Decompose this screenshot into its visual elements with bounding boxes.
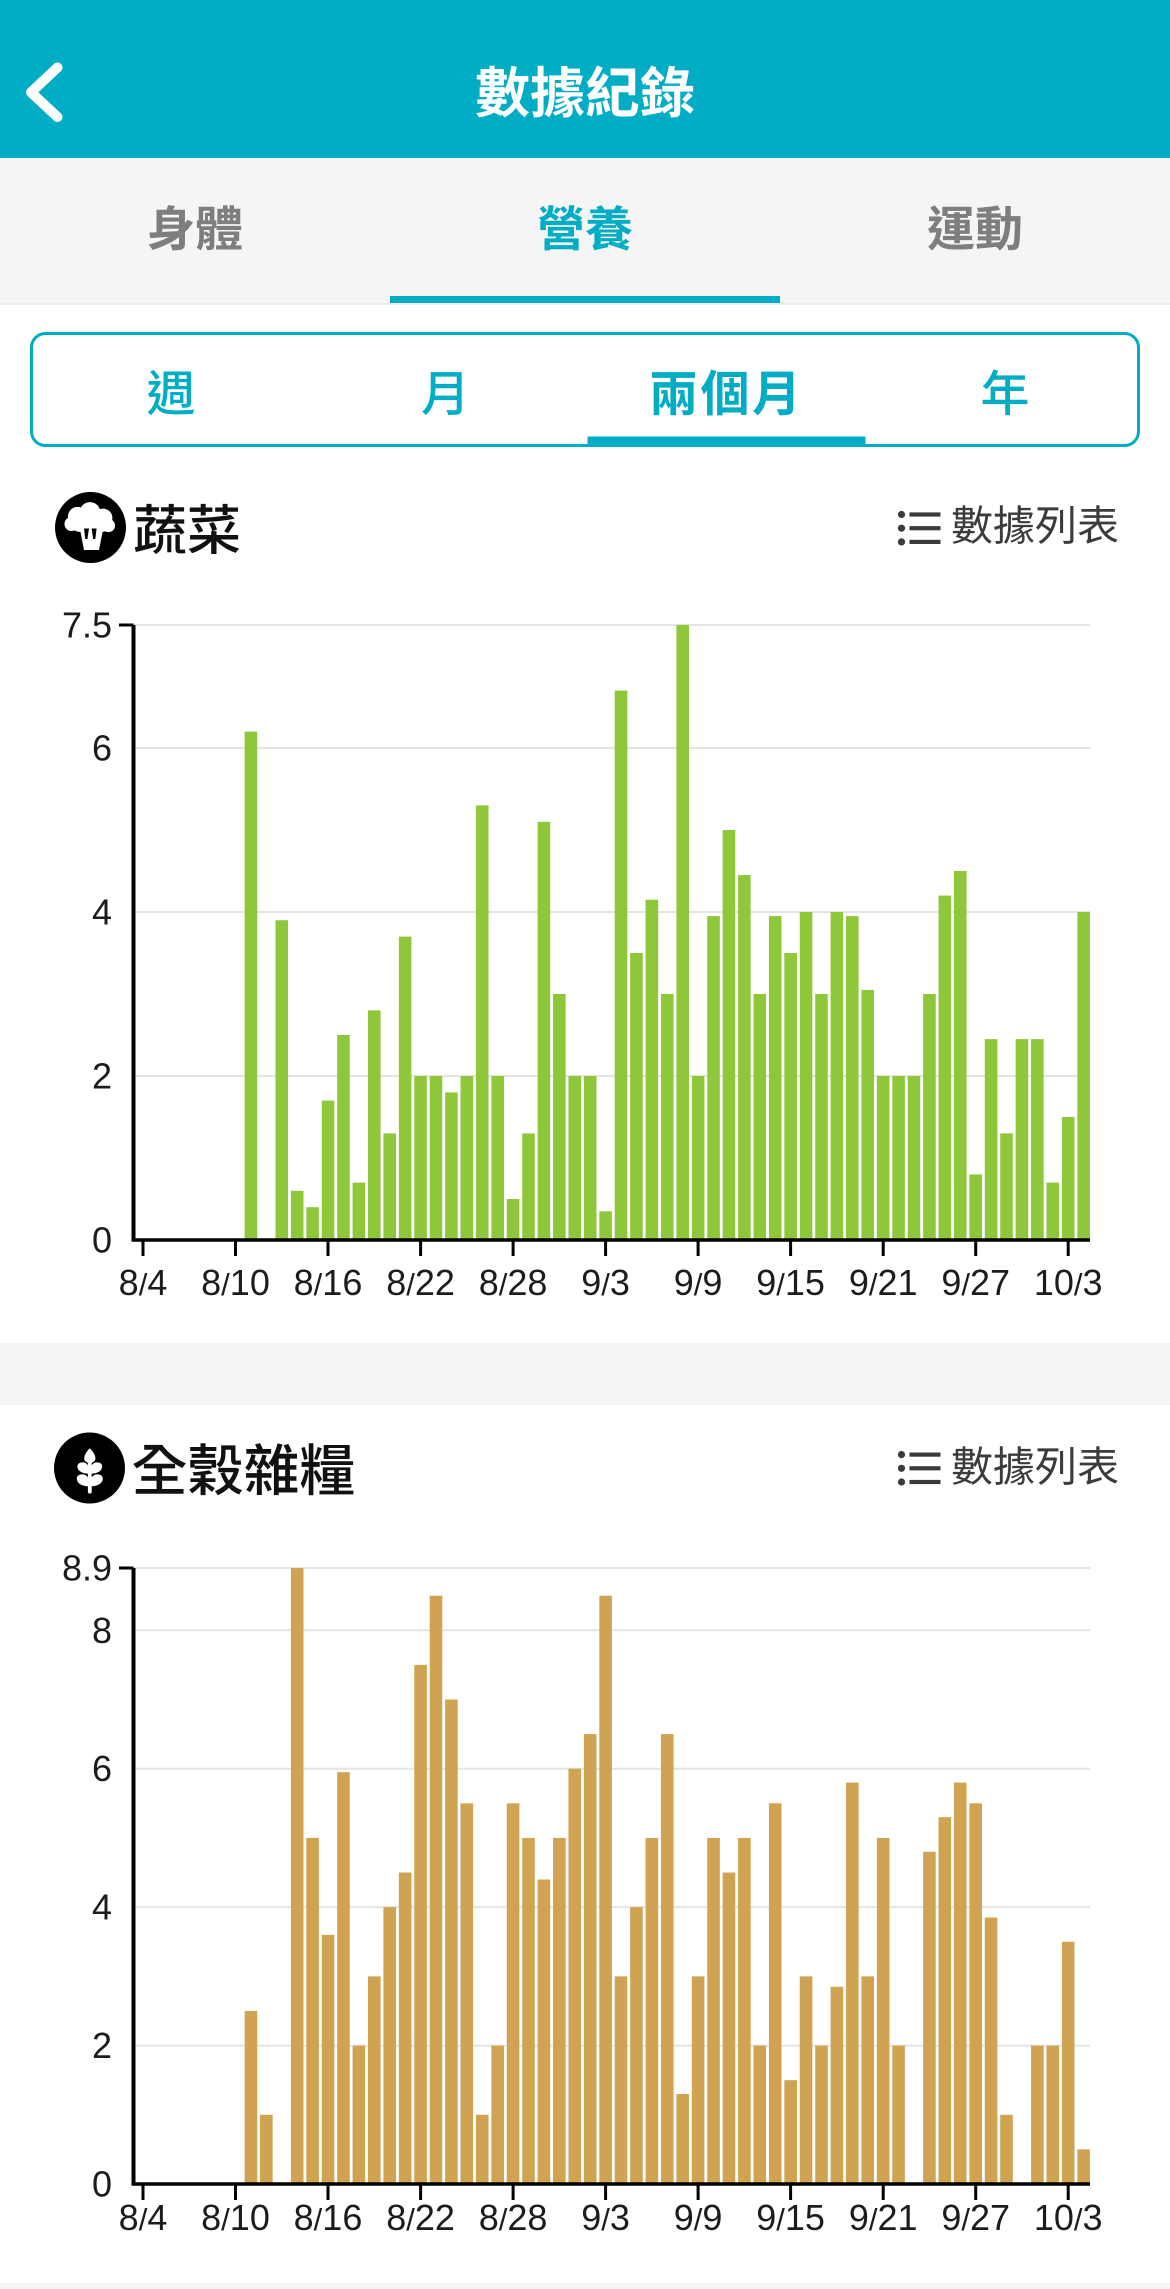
svg-text:4: 4 (92, 892, 112, 933)
svg-text:9/15: 9/15 (756, 2197, 825, 2238)
svg-text:8/22: 8/22 (386, 2197, 455, 2238)
svg-text:8/10: 8/10 (201, 1262, 270, 1303)
svg-text:10/3: 10/3 (1034, 1262, 1103, 1303)
svg-text:7.5: 7.5 (62, 605, 112, 646)
svg-text:9/9: 9/9 (674, 2197, 723, 2238)
svg-text:2: 2 (92, 2025, 112, 2066)
svg-text:8.9: 8.9 (62, 1548, 112, 1589)
svg-text:6: 6 (92, 728, 112, 769)
svg-text:9/3: 9/3 (581, 2197, 630, 2238)
svg-text:8/4: 8/4 (119, 2197, 168, 2238)
svg-text:9/27: 9/27 (941, 1262, 1010, 1303)
svg-text:8/22: 8/22 (386, 1262, 455, 1303)
svg-text:8/16: 8/16 (294, 1262, 363, 1303)
svg-text:8/28: 8/28 (479, 1262, 548, 1303)
svg-text:0: 0 (92, 2164, 112, 2205)
svg-text:9/9: 9/9 (674, 1262, 723, 1303)
svg-text:9/27: 9/27 (941, 2197, 1010, 2238)
svg-text:2: 2 (92, 1056, 112, 1097)
svg-text:9/3: 9/3 (581, 1262, 630, 1303)
svg-text:8/4: 8/4 (119, 1262, 168, 1303)
svg-text:8: 8 (92, 1610, 112, 1651)
svg-text:9/15: 9/15 (756, 1262, 825, 1303)
svg-text:4: 4 (92, 1887, 112, 1928)
svg-text:10/3: 10/3 (1034, 2197, 1103, 2238)
svg-text:8/10: 8/10 (201, 2197, 270, 2238)
svg-text:8/16: 8/16 (294, 2197, 363, 2238)
svg-text:6: 6 (92, 1748, 112, 1789)
svg-text:0: 0 (92, 1220, 112, 1261)
svg-text:8/28: 8/28 (479, 2197, 548, 2238)
svg-text:9/21: 9/21 (849, 1262, 918, 1303)
svg-text:9/21: 9/21 (849, 2197, 918, 2238)
